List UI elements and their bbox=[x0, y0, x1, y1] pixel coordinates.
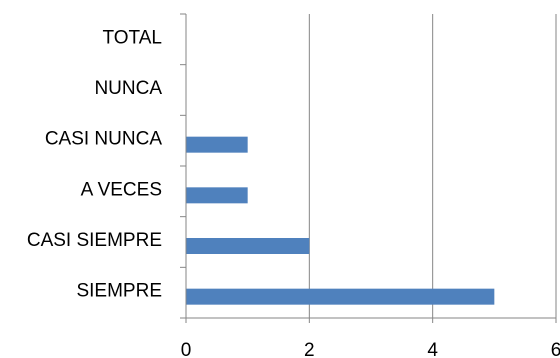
axes bbox=[180, 13, 557, 323]
category-label: CASI NUNCA bbox=[45, 129, 163, 150]
category-label: CASI SIEMPRE bbox=[27, 230, 162, 251]
bar bbox=[186, 187, 248, 204]
x-tick-label: 4 bbox=[427, 340, 438, 358]
bars bbox=[186, 136, 495, 305]
bar bbox=[186, 136, 248, 153]
category-labels: SIEMPRE CASI SIEMPRE A VECES CASI NUNCA NUNC… bbox=[27, 27, 162, 301]
category-label: A VECES bbox=[81, 179, 162, 200]
category-label: NUNCA bbox=[94, 78, 162, 99]
bar bbox=[186, 288, 495, 305]
x-tick-label: 0 bbox=[181, 340, 192, 358]
category-label: TOTAL bbox=[103, 27, 162, 48]
category-label: SIEMPRE bbox=[76, 281, 162, 302]
x-tick-label: 6 bbox=[551, 340, 560, 358]
x-tick-labels: 0 2 4 6 bbox=[181, 340, 560, 358]
x-tick-label: 2 bbox=[304, 340, 315, 358]
gridlines bbox=[308, 14, 557, 318]
bar bbox=[186, 238, 310, 254]
